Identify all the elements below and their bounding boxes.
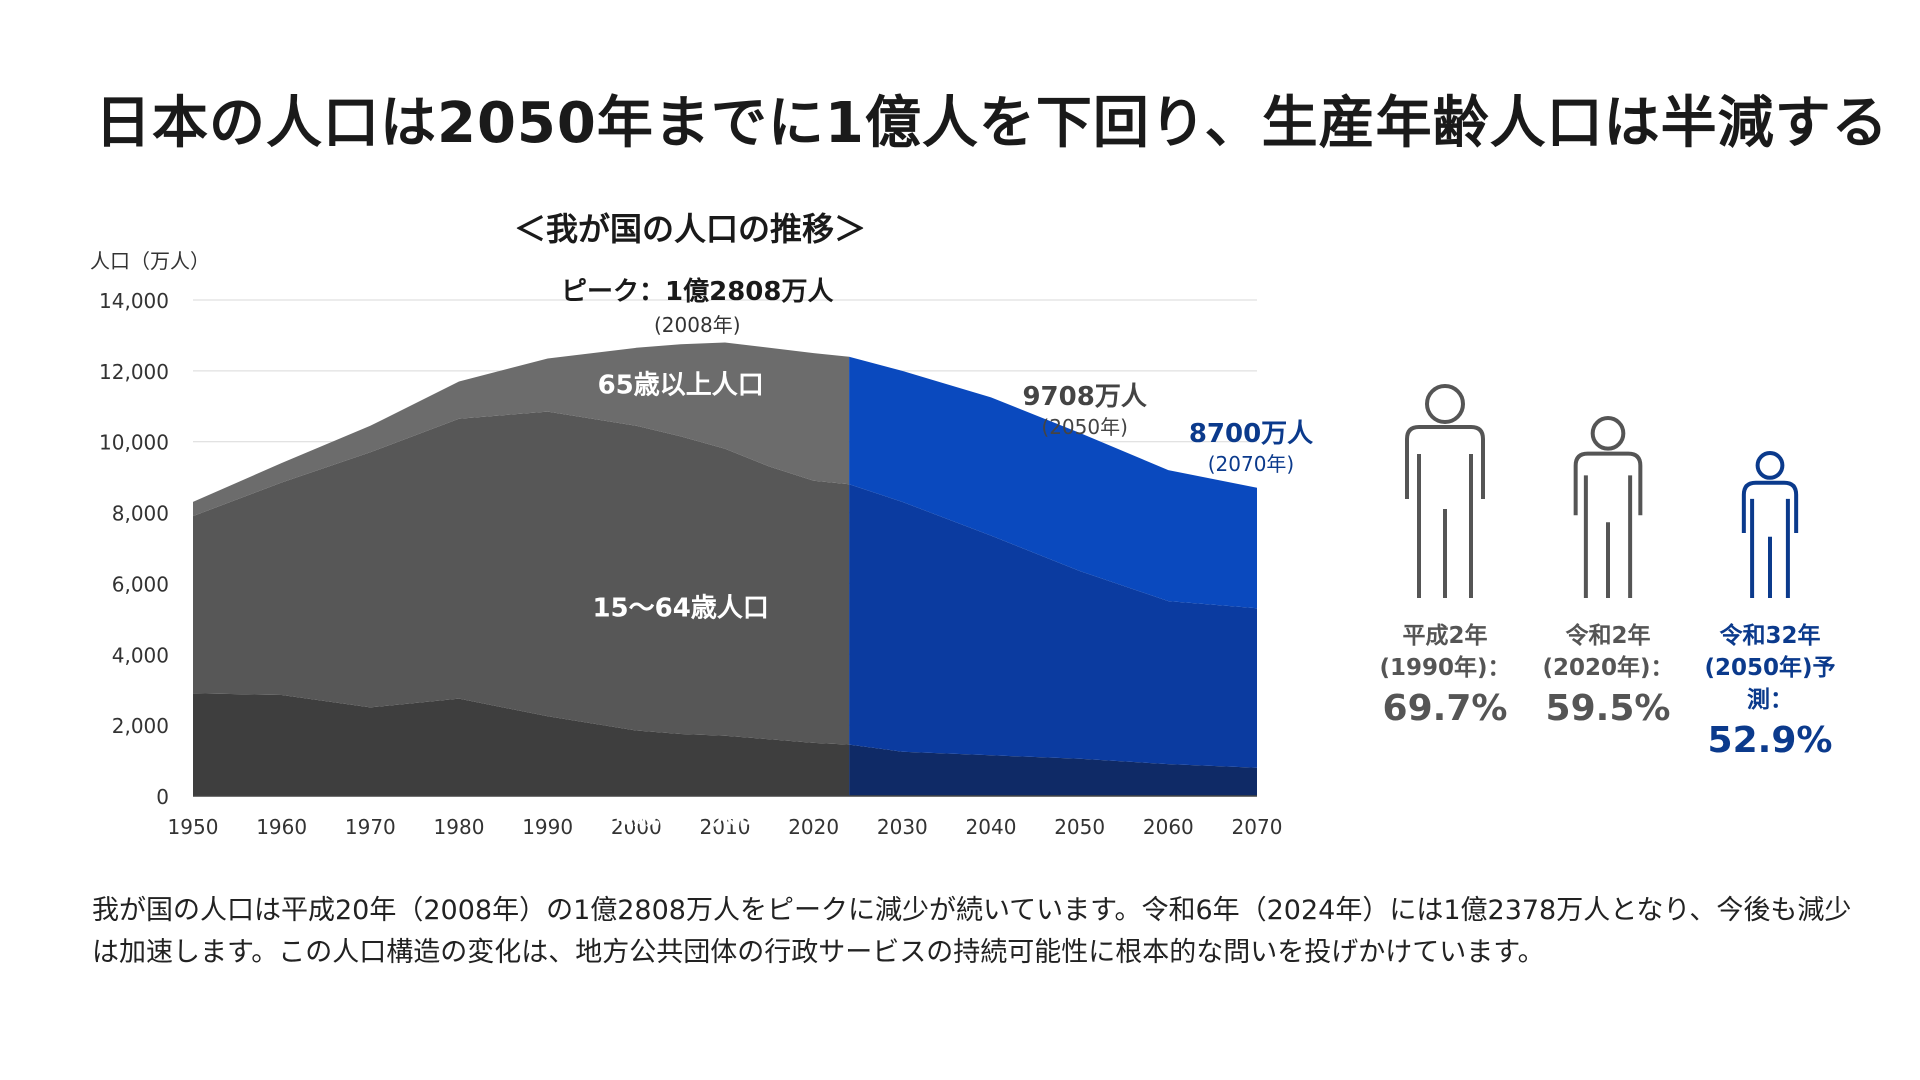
annotation-peak: ピーク：1億2808万人 xyxy=(561,277,833,307)
y-tick-label: 14,000 xyxy=(99,289,169,313)
annotation-2070-year: (2070年) xyxy=(1208,452,1295,476)
person-figure-2050-icon xyxy=(1685,450,1855,612)
area-projection-0 xyxy=(849,744,1257,796)
figure-era: 平成2年 xyxy=(1402,623,1488,649)
x-tick-label: 1960 xyxy=(256,815,307,839)
figure-1990: 平成2年 (1990年)： 69.7% xyxy=(1355,383,1535,734)
x-tick-label: 2040 xyxy=(966,815,1017,839)
annotation-2070: 8700万人 xyxy=(1189,419,1313,449)
x-tick-label: 1950 xyxy=(168,815,219,839)
figure-2020: 令和2年 (2020年)： 59.5% xyxy=(1523,415,1693,734)
y-axis-label: 人口（万人） xyxy=(90,249,210,273)
annotation-2050: 9708万人 xyxy=(1022,382,1146,412)
x-tick-label: 2020 xyxy=(788,815,839,839)
y-tick-label: 0 xyxy=(156,785,169,809)
y-tick-label: 8,000 xyxy=(112,502,169,526)
description-text: 我が国の人口は平成20年（2008年）の1億2808万人をピークに減少が続いてい… xyxy=(92,895,1852,968)
series-label-1: 15〜64歳人口 xyxy=(592,593,768,623)
x-tick-label: 1970 xyxy=(345,815,396,839)
population-chart: 0 2,000 4,000 6,000 8,000 10,000 12,000 14,000 1… xyxy=(90,210,1313,839)
figure-percent: 52.9% xyxy=(1707,720,1833,761)
figure-year: (2050年)予測： xyxy=(1704,655,1836,713)
figure-era: 令和32年 xyxy=(1719,623,1821,649)
y-tick-label: 2,000 xyxy=(112,714,169,738)
x-tick-label: 1990 xyxy=(522,815,573,839)
chart-title: ＜我が国の人口の推移＞ xyxy=(514,210,866,248)
figure-year: (1990年)： xyxy=(1379,655,1511,681)
figure-era: 令和2年 xyxy=(1565,623,1651,649)
area-projection-2 xyxy=(849,356,1257,609)
x-tick-label: 2010 xyxy=(700,815,751,839)
series-label-0: 14歳以下人口 xyxy=(598,802,764,832)
x-tick-label: 2050 xyxy=(1054,815,1105,839)
person-figure-2020-icon xyxy=(1523,415,1693,612)
x-tick-label: 2070 xyxy=(1232,815,1283,839)
person-figure-1990-icon xyxy=(1355,383,1535,612)
annotation-2050-year: (2050年) xyxy=(1041,415,1128,439)
area-projection-1 xyxy=(849,484,1257,768)
headline: 日本の人口は2050年までに1億人を下回り、生産年齢人口は半減する xyxy=(95,91,1889,156)
y-tick-label: 12,000 xyxy=(99,360,169,384)
y-tick-label: 6,000 xyxy=(112,572,169,596)
x-tick-label: 2030 xyxy=(877,815,928,839)
figure-2050: 令和32年 (2050年)予測： 52.9% xyxy=(1685,450,1855,766)
figure-percent: 69.7% xyxy=(1382,688,1508,729)
x-tick-label: 2000 xyxy=(611,815,662,839)
series-label-2: 65歳以上人口 xyxy=(598,370,764,400)
annotation-peak-year: (2008年) xyxy=(654,313,741,337)
area-historical-0 xyxy=(193,693,850,796)
y-tick-label: 4,000 xyxy=(112,643,169,667)
figure-percent: 59.5% xyxy=(1545,688,1671,729)
area-historical-1 xyxy=(193,411,850,745)
area-historical-2 xyxy=(193,342,850,517)
figure-year: (2020年)： xyxy=(1542,655,1674,681)
x-tick-label: 1980 xyxy=(434,815,485,839)
y-tick-label: 10,000 xyxy=(99,431,169,455)
x-tick-label: 2060 xyxy=(1143,815,1194,839)
